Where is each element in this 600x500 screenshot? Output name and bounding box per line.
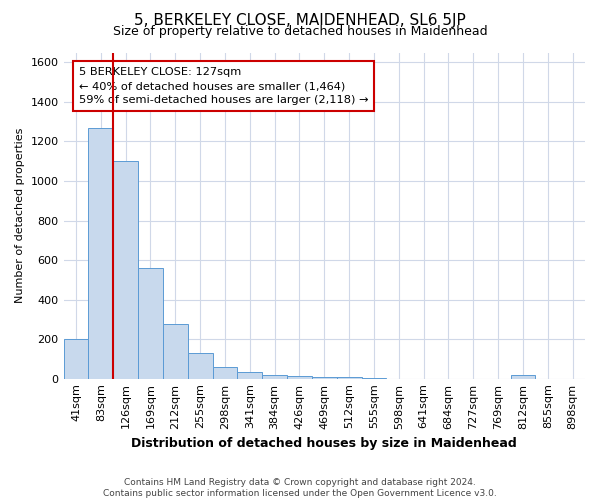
Bar xyxy=(113,161,138,378)
Text: Size of property relative to detached houses in Maidenhead: Size of property relative to detached ho… xyxy=(113,25,487,38)
Text: Contains HM Land Registry data © Crown copyright and database right 2024.
Contai: Contains HM Land Registry data © Crown c… xyxy=(103,478,497,498)
Bar xyxy=(212,367,238,378)
Bar xyxy=(138,268,163,378)
Bar xyxy=(312,376,337,378)
Bar xyxy=(88,128,113,378)
Bar xyxy=(287,376,312,378)
Text: 5, BERKELEY CLOSE, MAIDENHEAD, SL6 5JP: 5, BERKELEY CLOSE, MAIDENHEAD, SL6 5JP xyxy=(134,12,466,28)
Bar xyxy=(64,339,88,378)
X-axis label: Distribution of detached houses by size in Maidenhead: Distribution of detached houses by size … xyxy=(131,437,517,450)
Bar xyxy=(163,324,188,378)
Y-axis label: Number of detached properties: Number of detached properties xyxy=(15,128,25,304)
Bar xyxy=(238,372,262,378)
Text: 5 BERKELEY CLOSE: 127sqm
← 40% of detached houses are smaller (1,464)
59% of sem: 5 BERKELEY CLOSE: 127sqm ← 40% of detach… xyxy=(79,67,368,105)
Bar xyxy=(188,353,212,378)
Bar xyxy=(511,374,535,378)
Bar xyxy=(262,374,287,378)
Bar xyxy=(337,377,362,378)
